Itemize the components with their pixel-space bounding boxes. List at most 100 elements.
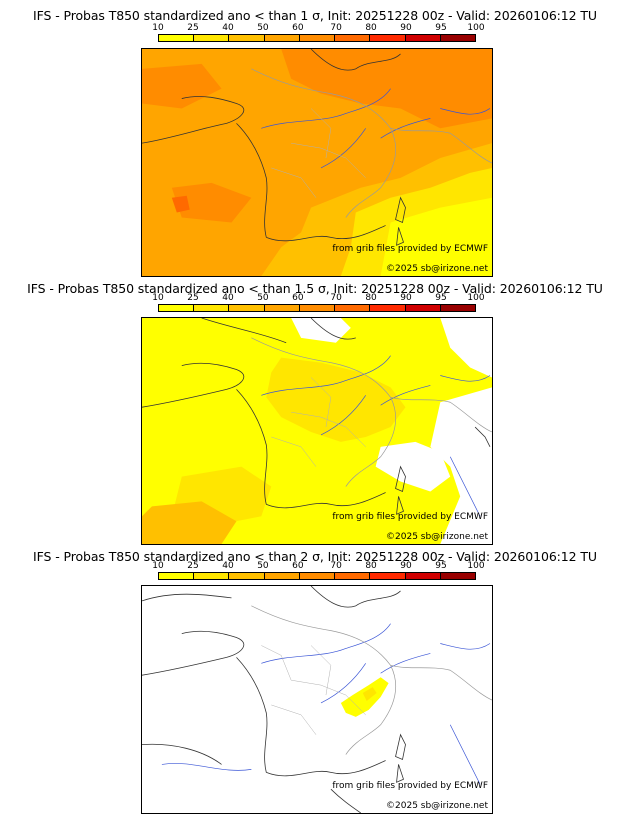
legend-swatch [440, 35, 475, 41]
coastline [142, 586, 401, 608]
legend-tick: 70 [330, 293, 342, 303]
corsica-coastline [395, 196, 406, 246]
credit-copyright: ©2025 sb@irizone.net [386, 532, 488, 542]
legend-swatch [405, 305, 441, 311]
coastline [142, 743, 361, 813]
corsica-coastline [395, 733, 406, 783]
legend-swatch [194, 305, 230, 311]
legend-swatch [229, 573, 265, 579]
coastline [142, 630, 386, 777]
legend-ticks: 10 25 40 50 60 70 80 90 95 100 [152, 293, 484, 304]
probability-area-below-10 [430, 387, 492, 544]
legend-tick: 60 [292, 23, 304, 33]
legend-tick: 80 [365, 23, 377, 33]
probability-area-25-40 [362, 687, 377, 701]
legend-swatch [335, 35, 371, 41]
legend-tick: 90 [400, 293, 412, 303]
borders [251, 605, 492, 755]
legend-tick: 10 [152, 23, 164, 33]
legend-tick: 70 [330, 23, 342, 33]
probability-area-60-70 [142, 63, 222, 109]
legend-tick: 80 [365, 293, 377, 303]
legend-swatch [229, 35, 265, 41]
legend-swatch [370, 35, 406, 41]
probability-area-10-25 [340, 677, 389, 717]
legend-tick: 60 [292, 561, 304, 571]
legend-colorbar [158, 34, 476, 42]
legend-tick: 100 [467, 23, 485, 33]
legend-tick: 100 [467, 293, 485, 303]
probability-area-40-50 [142, 501, 237, 544]
coastline [474, 426, 491, 448]
legend-swatch [159, 305, 195, 311]
probability-area-60-70 [171, 182, 252, 223]
legend-swatch [194, 35, 230, 41]
map-2-svg [142, 318, 492, 544]
legend-swatch [264, 573, 300, 579]
legend-ticks: 10 25 40 50 60 70 80 90 95 100 [152, 23, 484, 34]
legend-tick: 95 [435, 561, 447, 571]
legend-tick: 40 [222, 23, 234, 33]
legend-swatch [264, 35, 300, 41]
legend-tick: 40 [222, 293, 234, 303]
probability-area-below-10 [440, 318, 492, 378]
legend-swatch [405, 35, 441, 41]
coastline [142, 362, 386, 509]
legend-tick: 25 [187, 23, 199, 33]
panel-1-legend: 10 25 40 50 60 70 80 90 95 100 [152, 23, 485, 42]
credit-source: from grib files provided by ECMWF [332, 781, 488, 791]
legend-swatch [335, 573, 371, 579]
legend-tick: 95 [435, 23, 447, 33]
legend-tick: 10 [152, 561, 164, 571]
legend-tick: 60 [292, 293, 304, 303]
probability-area-60-70 [281, 49, 492, 129]
legend-tick: 100 [467, 561, 485, 571]
legend-swatch [159, 35, 195, 41]
legend-swatch [370, 305, 406, 311]
coastline [201, 318, 356, 344]
legend-tick: 25 [187, 561, 199, 571]
legend-tick: 90 [400, 561, 412, 571]
map-1-svg [142, 49, 492, 276]
legend-tick: 10 [152, 293, 164, 303]
legend-swatch [440, 305, 475, 311]
credit-copyright: ©2025 sb@irizone.net [386, 801, 488, 811]
legend-colorbar [158, 304, 476, 312]
legend-swatch [299, 35, 336, 41]
legend-swatch [264, 305, 300, 311]
legend-tick: 50 [257, 293, 269, 303]
legend-swatch [194, 573, 230, 579]
legend-tick: 50 [257, 23, 269, 33]
river [261, 355, 491, 517]
legend-swatch [299, 573, 336, 579]
panel-1-title: IFS - Probas T850 standardized ano < tha… [33, 8, 597, 23]
panel-1-map: from grib files provided by ECMWF ©2025 … [141, 48, 493, 277]
legend-ticks: 10 25 40 50 60 70 80 90 95 100 [152, 561, 484, 572]
legend-swatch [335, 305, 371, 311]
regional-borders [271, 377, 366, 467]
panel-3-map: from grib files provided by ECMWF ©2025 … [141, 585, 493, 814]
panel-3-legend: 10 25 40 50 60 70 80 90 95 100 [152, 561, 485, 580]
probability-area-10-25 [380, 197, 492, 276]
legend-tick: 40 [222, 561, 234, 571]
corsica-coastline [395, 465, 406, 515]
legend-colorbar [158, 572, 476, 580]
legend-tick: 90 [400, 23, 412, 33]
river [161, 623, 491, 785]
legend-tick: 50 [257, 561, 269, 571]
legend-tick: 70 [330, 561, 342, 571]
legend-swatch [370, 573, 406, 579]
probability-area-70-80 [171, 195, 190, 213]
credit-copyright: ©2025 sb@irizone.net [386, 264, 488, 274]
legend-tick: 80 [365, 561, 377, 571]
credit-source: from grib files provided by ECMWF [332, 244, 488, 254]
borders [251, 337, 492, 487]
credit-source: from grib files provided by ECMWF [332, 512, 488, 522]
regional-borders [271, 108, 366, 198]
borders [251, 68, 492, 218]
panel-3-title: IFS - Probas T850 standardized ano < tha… [33, 549, 597, 564]
legend-tick: 25 [187, 293, 199, 303]
panel-2-title: IFS - Probas T850 standardized ano < tha… [27, 281, 603, 296]
coastline [310, 49, 401, 71]
regional-borders [261, 645, 366, 735]
